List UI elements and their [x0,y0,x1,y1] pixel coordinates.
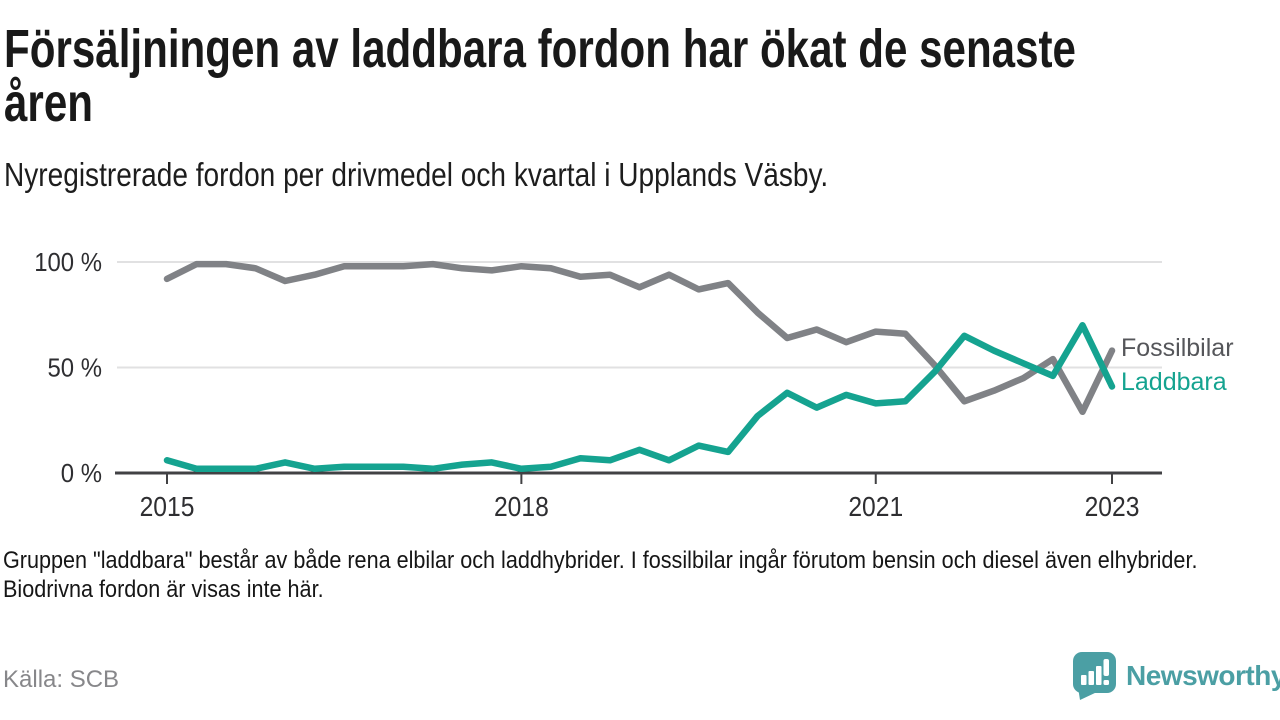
x-axis-label-2018: 2018 [494,491,549,522]
chart-area: 0 % 50 % 100 % 2015 2018 2021 2023 [0,230,1280,530]
x-axis-label-2015: 2015 [140,491,195,522]
y-axis-label-0: 0 % [61,458,102,488]
chart-title-line1: Försäljningen av laddbara fordon har öka… [4,19,1076,79]
newsworthy-logo: Newsworthy [1072,650,1280,702]
y-axis-label-50: 50 % [48,353,103,383]
x-axis-label-2023: 2023 [1085,491,1140,522]
y-axis-label-100: 100 % [34,247,102,277]
line-chart: 0 % 50 % 100 % 2015 2018 2021 2023 [34,247,1162,522]
source-credit: Källa: SCB [3,666,120,693]
series-line-laddbara [163,322,1116,473]
x-axis-label-2021: 2021 [848,491,903,522]
chart-title: Försäljningen av laddbara fordon har öka… [4,22,1076,130]
newsworthy-logo-text: Newsworthy [1126,660,1280,691]
newsworthy-logo-icon [1073,652,1116,700]
chart-subtitle: Nyregistrerade fordon per drivmedel och … [4,156,829,193]
legend-label-fossilbilar: Fossilbilar [1121,334,1234,362]
chart-footnote: Gruppen "laddbara" består av både rena e… [3,547,1198,603]
legend-label-laddbara: Laddbara [1121,368,1227,396]
chart-title-line2: åren [4,73,93,133]
series-line-fossilbilar [163,260,1116,416]
